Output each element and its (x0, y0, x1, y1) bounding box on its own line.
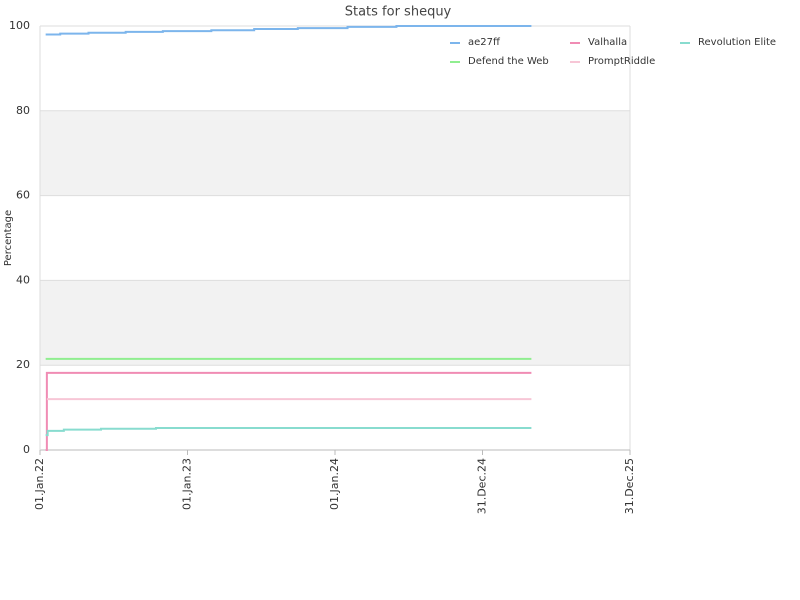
y-tick-label: 40 (16, 273, 30, 286)
plot-band (40, 280, 630, 366)
chart-title: Stats for shequy (345, 5, 452, 20)
legend-label: Defend the Web (468, 56, 549, 67)
series-line (45, 371, 532, 451)
y-tick-label: 80 (16, 104, 30, 117)
y-tick-label: 20 (16, 358, 30, 371)
series-line (45, 426, 532, 437)
y-tick-label: 100 (9, 19, 30, 32)
series-line (45, 25, 532, 36)
legend-label: ae27ff (468, 37, 501, 48)
x-tick-label: 31.Dec.24 (476, 458, 489, 514)
plot-band (40, 110, 630, 196)
legend-label: PromptRiddle (588, 56, 655, 67)
x-tick-label: 01.Jan.23 (181, 458, 194, 510)
x-tick-label: 01.Jan.24 (328, 458, 341, 510)
x-tick-label: 31.Dec.25 (623, 458, 636, 514)
legend-label: Revolution Elite (698, 37, 776, 48)
y-axis-label: Percentage (3, 210, 14, 266)
y-tick-label: 0 (23, 443, 30, 456)
y-tick-label: 60 (16, 189, 30, 202)
x-tick-label: 01.Jan.22 (33, 458, 46, 510)
legend-label: Valhalla (588, 37, 627, 48)
